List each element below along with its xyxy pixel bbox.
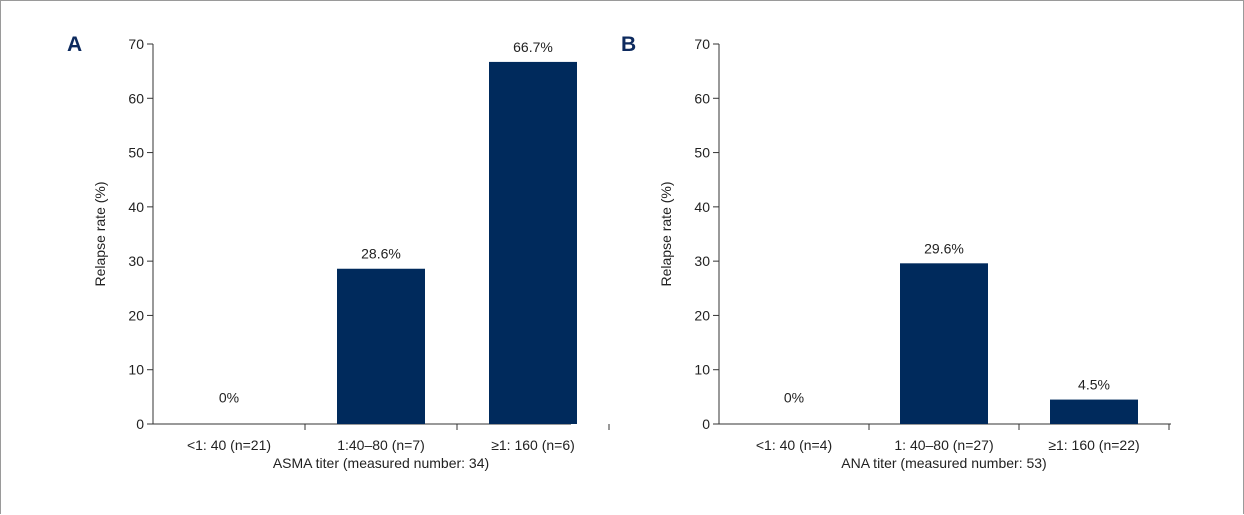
panel-b-bar [900,263,988,424]
panel-a-y-axis-title: Relapse rate (%) [92,181,108,286]
panel-b-category-label: ≥1: 160 (n=22) [1048,437,1139,453]
panel-a-data-label: 0% [219,389,239,405]
panel-b-y-axis-title: Relapse rate (%) [658,181,674,286]
panel-a-y-tick-label: 20 [128,307,144,323]
panel-b-bar [1050,399,1138,424]
panel-b-y-tick-label: 30 [694,253,710,269]
panel-b-y-tick-label: 0 [702,416,710,432]
panel-a-y-tick-label: 10 [128,362,144,378]
panel-b-x-axis-title: ANA titer (measured number: 53) [841,455,1046,471]
panel-a-data-label: 66.7% [513,39,553,55]
panel-a-category-label: <1: 40 (n=21) [187,437,271,453]
panel-a-y-tick-label: 0 [136,416,144,432]
panel-a-y-tick-label: 50 [128,145,144,161]
panel-a-x-axis-title: ASMA titer (measured number: 34) [273,455,489,471]
panel-b-y-tick-label: 50 [694,145,710,161]
panel-b-data-label: 29.6% [924,240,964,256]
panel-b-category-label: 1: 40–80 (n=27) [894,437,993,453]
panel-b-y-tick-label: 10 [694,362,710,378]
panel-a-category-label: 1:40–80 (n=7) [337,437,425,453]
panel-b-category-label: <1: 40 (n=4) [756,437,832,453]
panel-a-category-label: ≥1: 160 (n=6) [491,437,575,453]
panel-a-data-label: 28.6% [361,246,401,262]
panel-b-y-tick-label: 70 [694,36,710,52]
panel-a-y-tick-label: 70 [128,36,144,52]
panel-a-chart: A 0 10 20 30 40 50 60 70 Relapse rate (%) 0% <1: 40… [67,33,610,471]
panel-b-data-label: 4.5% [1078,377,1110,393]
panel-a-y-tick-label: 30 [128,253,144,269]
panel-b-y-tick-label: 20 [694,307,710,323]
panel-b-letter: B [621,33,636,56]
panel-b-y-tick-label: 40 [694,199,710,215]
panel-b-data-label: 0% [784,389,804,405]
panel-b-chart: B 0 10 20 30 40 50 60 70 Relapse rate (%) 0% <1: 40… [621,33,1171,471]
panel-a-bar [337,268,425,424]
panel-a-bar [489,61,577,425]
panel-a-y-tick-label: 40 [128,199,144,215]
panel-a-y-tick-label: 60 [128,90,144,106]
panel-b-y-tick-label: 60 [694,90,710,106]
panel-a-letter: A [67,33,82,56]
